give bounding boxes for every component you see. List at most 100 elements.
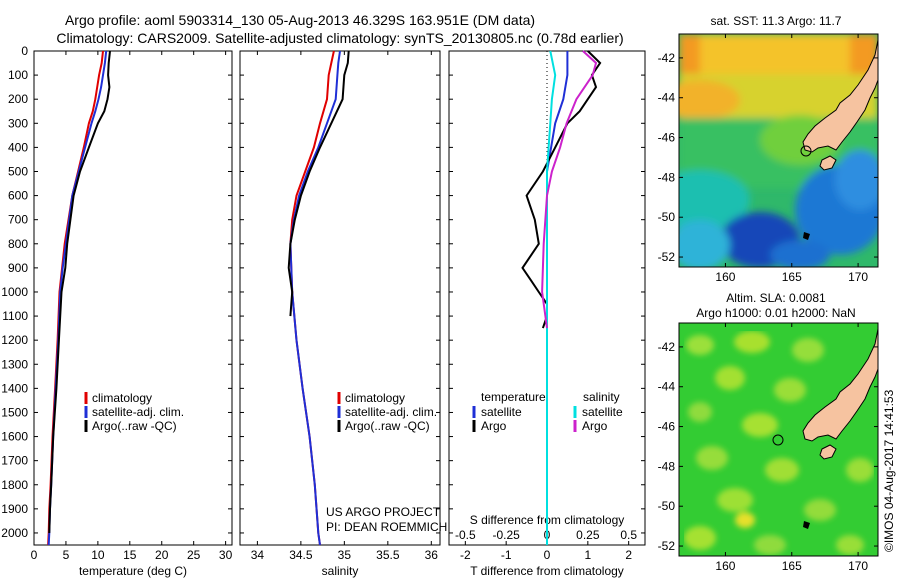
y-tick-label: 600 [8, 189, 28, 203]
map-x-tick-label: 160 [715, 559, 735, 573]
x-tick-label: 15 [123, 548, 137, 562]
map-sst [678, 33, 879, 268]
legend-label-argo: Argo(..raw -QC) [92, 419, 177, 433]
x-tick-label: 0 [31, 548, 38, 562]
series-line-climatology [47, 50, 104, 546]
map-y-tick-label: -42 [658, 51, 676, 65]
t-axis-label: T difference from climatology [470, 564, 624, 578]
map-y-tick-label: -48 [658, 459, 676, 473]
x-tick-label: 10 [91, 548, 105, 562]
island-marker [803, 232, 810, 240]
x-top-tick-label: -0.25 [492, 528, 520, 542]
legend-label-satellite: satellite-adj. clim. [92, 405, 184, 419]
map-x-tick-label: 165 [782, 559, 802, 573]
map-sla-axes: 160 165 170 -42 -44 -46 -48 -50 -52 [658, 323, 878, 573]
x-tick-label: 30 [219, 548, 233, 562]
y-tick-label: 1600 [1, 430, 28, 444]
y-tick-label: 300 [8, 116, 28, 130]
y-tick-label: 1300 [1, 357, 28, 371]
map-y-tick-label: -46 [658, 420, 676, 434]
y-tick-label: 1700 [1, 454, 28, 468]
x-axis-label: temperature (deg C) [79, 564, 187, 578]
salinity-legend: climatology satellite-adj. clim. Argo(..… [337, 391, 437, 433]
map-sla-title-1: Altim. SLA: 0.0081 [726, 291, 826, 305]
island-marker [803, 521, 810, 529]
x-axis-label: salinity [322, 564, 359, 578]
map-y-tick-label: -52 [658, 250, 676, 264]
map-y-tick-label: -44 [658, 91, 676, 105]
y-tick-label: 900 [8, 261, 28, 275]
x-tick-label: -2 [460, 548, 471, 562]
x-top-tick-label: 0.25 [576, 528, 600, 542]
land-mass-south-island [802, 328, 878, 442]
y-tick-label: 1500 [1, 405, 28, 419]
y-tick-label: 700 [8, 213, 28, 227]
y-tick-label: 1000 [1, 285, 28, 299]
legend-label-climatology: climatology [345, 391, 405, 405]
salinity-profile-panel: 34 34.5 35 35.5 36 salinity [239, 50, 441, 578]
map-y-tick-label: -46 [658, 131, 676, 145]
x-tick-label: 36 [425, 548, 439, 562]
map-sla-title-2: Argo h1000: 0.01 h2000: NaN [696, 306, 855, 320]
land-mass-stewart-island [819, 155, 837, 171]
legend-label-satellite: satellite-adj. clim. [345, 405, 437, 419]
map-x-tick-label: 170 [848, 270, 868, 284]
map-x-tick-label: 165 [782, 270, 802, 284]
y-tick-label: 500 [8, 164, 28, 178]
map-y-tick-label: -48 [658, 170, 676, 184]
x-tick-label: -1 [501, 548, 512, 562]
argo-float-marker [772, 434, 784, 446]
legend-label-climatology: climatology [92, 391, 152, 405]
map-sla [678, 322, 879, 557]
difference-legend: temperature salinity satellite Argo sate… [472, 390, 623, 433]
legend-label-s-satellite: satellite [582, 405, 623, 419]
temperature-profile-panel: 0100200300400500600700800900100011001200… [1, 44, 232, 578]
map-y-tick-label: -50 [658, 210, 676, 224]
series-line-argo-raw-qc- [287, 50, 350, 317]
series-line-salinity-argo [541, 50, 598, 329]
argo-float-marker [800, 145, 812, 157]
plot-frame [239, 50, 441, 546]
map-sst-title: sat. SST: 11.3 Argo: 11.7 [711, 14, 842, 28]
x-tick-label: 0 [544, 548, 551, 562]
plot-frame [33, 50, 233, 546]
y-tick-label: 1800 [1, 478, 28, 492]
y-tick-label: 100 [8, 68, 28, 82]
map-sst-axes: 160 165 170 -42 -44 -46 -48 -50 -52 [658, 34, 878, 284]
series-line-temperature-argo [521, 50, 602, 329]
y-tick-label: 2000 [1, 526, 28, 540]
map-sla-field [679, 323, 878, 556]
x-tick-label: 34 [251, 548, 265, 562]
map-sst-field [679, 34, 878, 267]
legend-label-t-argo: Argo [481, 419, 507, 433]
x-tick-label: 35.5 [376, 548, 400, 562]
imos-watermark: ©IMOS 04-Aug-2017 14:41:53 [882, 389, 896, 552]
difference-panel: -2 -1 0 1 2-0.5 -0.25 0 0.25 0.5S difference fro… [448, 50, 646, 578]
x-tick-label: 25 [187, 548, 201, 562]
legend-label-t-satellite: satellite [481, 405, 522, 419]
map-y-tick-label: -42 [658, 340, 676, 354]
x-top-tick-label: 0.5 [620, 528, 637, 542]
legend-title-salinity: salinity [583, 390, 620, 404]
x-tick-label: 5 [63, 548, 70, 562]
pi-credit: PI: DEAN ROEMMICH [326, 520, 447, 534]
series-line-argo-raw-qc- [48, 50, 111, 534]
title-line-2: Climatology: CARS2009. Satellite-adjuste… [56, 30, 623, 46]
y-tick-label: 800 [8, 237, 28, 251]
legend-label-s-argo: Argo [582, 419, 608, 433]
map-y-tick-label: -44 [658, 380, 676, 394]
x-tick-label: 2 [625, 548, 632, 562]
title-line-1: Argo profile: aoml 5903314_130 05-Aug-20… [65, 12, 535, 28]
y-tick-label: 1200 [1, 333, 28, 347]
project-credit: US ARGO PROJECT [326, 505, 441, 519]
map-y-tick-label: -50 [658, 499, 676, 513]
x-tick-label: 20 [155, 548, 169, 562]
x-tick-label: 1 [584, 548, 591, 562]
land-mass-stewart-island [819, 444, 837, 460]
legend-title-temperature: temperature [481, 390, 546, 404]
x-tick-label: 34.5 [289, 548, 313, 562]
y-tick-label: 200 [8, 92, 28, 106]
map-x-tick-label: 160 [715, 270, 735, 284]
y-tick-label: 1900 [1, 502, 28, 516]
